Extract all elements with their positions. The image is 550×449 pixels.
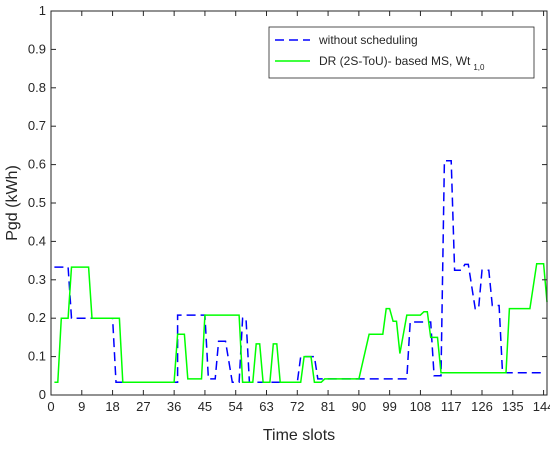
- x-tick-label: 0: [47, 399, 54, 414]
- x-tick-label: 99: [382, 399, 396, 414]
- plot-frame: [50, 10, 548, 396]
- x-tick-label: 144: [533, 399, 550, 414]
- legend: without scheduling DR (2S-ToU)- based MS…: [268, 26, 535, 79]
- y-tick-label: 0.6: [28, 157, 46, 172]
- x-axis-title: Time slots: [263, 427, 335, 444]
- x-tick-label: 108: [410, 399, 432, 414]
- series-line-dr-based-ms: [54, 262, 548, 384]
- x-tick-label: 36: [167, 399, 181, 414]
- x-tick-label: 45: [198, 399, 212, 414]
- x-tick-label: 117: [441, 399, 462, 414]
- y-tick-label: 0.9: [28, 41, 46, 56]
- y-axis-title: Pgd (kWh): [4, 165, 21, 241]
- x-tick-label: 90: [352, 399, 366, 414]
- y-tick-label: 1: [39, 3, 46, 18]
- legend-label-dr-subscript: 1,0: [473, 63, 485, 72]
- y-tick-label: 0.3: [28, 272, 46, 287]
- legend-box: [268, 26, 535, 79]
- x-tick-label: 27: [136, 399, 150, 414]
- x-tick-label: 72: [290, 399, 304, 414]
- x-tick-label: 135: [502, 399, 524, 414]
- x-tick-label: 9: [78, 399, 85, 414]
- series-layer: [54, 160, 548, 384]
- y-tick-label: 0.1: [28, 349, 46, 364]
- y-tick-label: 0.4: [28, 233, 46, 248]
- y-tick-label: 0: [39, 387, 46, 402]
- y-tick-label: 0.7: [28, 118, 46, 133]
- y-tick-label: 0.5: [28, 195, 46, 210]
- x-tick-label: 126: [471, 399, 493, 414]
- x-tick-label: 81: [321, 399, 335, 414]
- legend-label-dr-based-ms: DR (2S-ToU)- based MS, Wt 1,0: [319, 54, 485, 72]
- legend-label-dr-main: DR (2S-ToU)- based MS, Wt: [319, 54, 471, 68]
- x-tick-label: 63: [259, 399, 273, 414]
- y-tick-label: 0.8: [28, 80, 46, 95]
- y-tick-label: 0.2: [28, 310, 46, 325]
- legend-label-without-scheduling: without scheduling: [318, 33, 418, 47]
- ticks-layer: 0 9 18 27 36 45 54 63 72 81 90 99 108 117 126 135 144 0 0.…: [28, 3, 550, 414]
- x-tick-label: 18: [105, 399, 119, 414]
- x-tick-label: 54: [228, 399, 242, 414]
